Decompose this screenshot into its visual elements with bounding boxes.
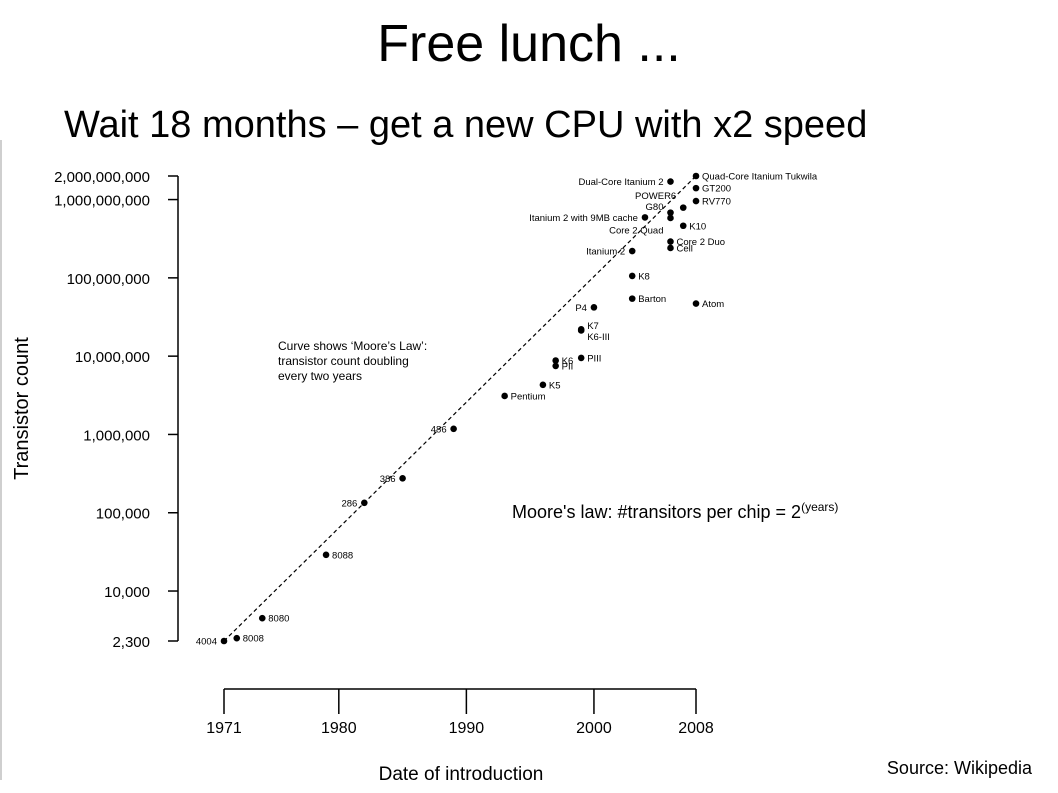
y-tick-label: 100,000,000 xyxy=(67,271,150,288)
slide-left-border xyxy=(0,140,2,780)
data-point xyxy=(501,392,508,400)
data-point-label: G80 xyxy=(646,202,664,213)
data-point xyxy=(679,204,687,211)
data-point-label: 8088 xyxy=(332,550,353,561)
source-caption: Source: Wikipedia xyxy=(886,758,1032,778)
data-point-label: Itanium 2 with 9MB cache xyxy=(529,213,638,224)
data-point-label: Core 2 Quad xyxy=(609,225,663,236)
slide-subtitle: Wait 18 months – get a new CPU with x2 s… xyxy=(64,104,868,146)
data-point xyxy=(667,178,674,185)
data-point xyxy=(220,637,228,645)
data-point-label: RV770 xyxy=(702,197,731,208)
y-tick-label: 2,000,000,000 xyxy=(54,169,150,186)
data-point xyxy=(641,214,649,221)
data-point-label: 486 xyxy=(431,424,447,435)
data-point-label: 386 xyxy=(380,474,396,485)
y-axis-title: Transistor count xyxy=(11,337,33,480)
data-point xyxy=(667,209,674,216)
data-point xyxy=(667,238,674,245)
data-point-label: K5 xyxy=(549,380,561,391)
data-point-label: Quad-Core Itanium Tukwila xyxy=(702,172,818,183)
data-point xyxy=(590,304,598,311)
slide-title: Free lunch ... xyxy=(377,15,681,73)
data-point-label: 286 xyxy=(341,498,357,509)
data-point-label: 4004 xyxy=(196,637,217,648)
data-point-label: K8 xyxy=(638,271,650,282)
data-point-label: P4 xyxy=(575,303,587,314)
data-point xyxy=(667,214,674,222)
data-point xyxy=(679,222,687,230)
data-point xyxy=(322,551,330,559)
curve-annotation-line: every two years xyxy=(278,369,362,383)
data-point xyxy=(233,634,241,642)
trend-line xyxy=(223,175,697,642)
x-tick-label: 2000 xyxy=(576,720,612,737)
data-point-label: K6-III xyxy=(587,332,610,343)
y-tick-label: 10,000,000 xyxy=(75,349,150,366)
data-point xyxy=(361,499,368,507)
data-point-label: Dual-Core Itanium 2 xyxy=(578,177,663,188)
data-point xyxy=(577,326,585,333)
formula-exponent: (years) xyxy=(801,500,839,514)
y-tick-label: 2,300 xyxy=(112,634,150,651)
data-point xyxy=(539,381,547,389)
data-point xyxy=(628,295,636,302)
data-point xyxy=(552,362,559,370)
x-tick-label: 1990 xyxy=(449,720,485,737)
data-point-label: GT200 xyxy=(702,184,731,195)
data-point xyxy=(692,184,700,192)
x-tick-label: 1971 xyxy=(206,720,242,737)
data-point xyxy=(692,300,700,307)
data-point-label: K7 xyxy=(587,321,599,332)
curve-annotation-line: Curve shows ‘Moore’s Law’: xyxy=(278,339,427,353)
data-point-label: Atom xyxy=(702,299,724,310)
data-point-label: POWER6 xyxy=(635,191,676,202)
x-tick-label: 2008 xyxy=(678,720,714,737)
formula-text: Moore's law: #transitors per chip = 2 xyxy=(512,502,802,522)
curve-annotation-line: transistor count doubling xyxy=(278,354,409,368)
moores-law-chart: 2,300 10,000 100,000 1,000,000 10,000,000 100… xyxy=(11,169,818,785)
data-point xyxy=(692,197,700,205)
data-point-label: 8008 xyxy=(243,634,264,645)
data-point-label: Barton xyxy=(638,294,666,305)
data-point-label: Itanium 2 xyxy=(586,247,625,258)
data-point xyxy=(450,425,457,433)
y-tick-label: 1,000,000,000 xyxy=(54,193,150,210)
data-point xyxy=(628,272,636,280)
moores-law-formula: Moore's law: #transitors per chip = 2(ye… xyxy=(512,500,838,523)
data-point xyxy=(667,244,674,252)
data-point-label: Cell xyxy=(676,243,692,254)
x-tick-label: 1980 xyxy=(321,720,357,737)
y-tick-label: 10,000 xyxy=(104,584,150,601)
data-point xyxy=(552,357,559,364)
data-point xyxy=(399,475,406,482)
y-tick-label: 100,000 xyxy=(96,506,150,523)
data-point xyxy=(577,354,585,362)
data-point xyxy=(692,172,700,180)
data-point-label: Pentium xyxy=(511,391,546,402)
data-point xyxy=(628,247,636,255)
data-point-label: K10 xyxy=(689,221,706,232)
data-point-label: PII xyxy=(562,361,574,372)
data-point xyxy=(258,614,266,622)
data-point-label: PIII xyxy=(587,353,601,364)
x-axis-title: Date of introduction xyxy=(379,764,544,785)
y-tick-label: 1,000,000 xyxy=(83,427,150,444)
data-point-label: Core 2 Duo xyxy=(676,237,725,248)
data-point-label: K6 xyxy=(562,356,574,367)
data-point-label: 8080 xyxy=(268,614,289,625)
